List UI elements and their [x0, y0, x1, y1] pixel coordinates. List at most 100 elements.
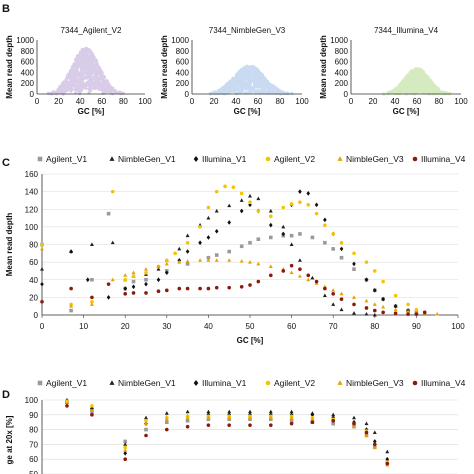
data-point	[381, 296, 385, 302]
data-point	[290, 91, 294, 96]
data-point	[90, 404, 94, 408]
data-point	[289, 263, 294, 268]
legend-label: NimbleGen_V3	[346, 154, 404, 164]
data-point	[339, 240, 344, 245]
data-point	[62, 80, 66, 84]
data-point	[225, 86, 229, 90]
x-axis-label: GC [%]	[234, 107, 261, 116]
data-point	[70, 77, 74, 81]
data-point	[254, 84, 258, 88]
data-point	[206, 409, 211, 414]
chart-layer: 7344_Agilent_V20 20 40 60 80 1000200400600800…	[5, 26, 468, 474]
data-point	[268, 415, 273, 420]
data-point	[223, 184, 227, 189]
data-point	[131, 284, 136, 290]
data-point	[339, 255, 344, 260]
data-point	[248, 73, 252, 77]
data-point	[433, 90, 437, 94]
y-tick-label: 0	[185, 90, 190, 99]
x-tick-label: 60	[254, 97, 263, 106]
data-point	[248, 240, 252, 245]
legend-marker	[37, 380, 43, 386]
data-point	[144, 267, 148, 271]
y-tick-label: 200	[176, 79, 190, 88]
data-point	[241, 76, 245, 80]
data-point	[84, 86, 88, 90]
data-point	[106, 295, 111, 300]
data-point	[88, 62, 92, 67]
y-tick-label: 160	[25, 170, 39, 179]
data-point	[70, 87, 74, 91]
data-point	[240, 67, 244, 71]
x-tick-label: 80	[435, 97, 444, 106]
data-point	[284, 91, 288, 95]
data-point	[373, 439, 377, 444]
data-point	[88, 78, 92, 83]
data-point	[352, 261, 356, 267]
data-point	[110, 240, 115, 245]
y-tick-label: 140	[25, 188, 39, 197]
data-point	[414, 70, 418, 74]
data-point	[248, 409, 252, 414]
data-point	[214, 208, 219, 213]
data-point	[419, 68, 423, 72]
data-point	[185, 415, 190, 420]
data-point	[227, 417, 231, 422]
x-tick-label: 90	[412, 322, 421, 331]
data-point	[406, 302, 410, 307]
data-point	[97, 87, 101, 91]
scatter-cloud	[46, 46, 125, 96]
data-point	[75, 58, 79, 63]
x-tick-label: 60	[97, 97, 106, 106]
data-point	[131, 291, 136, 295]
data-point	[206, 215, 211, 220]
data-point	[259, 81, 263, 85]
data-point	[419, 87, 423, 91]
data-point	[164, 411, 169, 415]
data-point	[269, 417, 273, 422]
data-point	[131, 274, 136, 279]
data-point	[206, 258, 211, 262]
data-point	[331, 421, 335, 426]
data-point	[144, 270, 148, 275]
y-tick-label: 800	[176, 47, 190, 56]
data-point	[79, 63, 84, 67]
legend-marker	[109, 380, 115, 385]
data-point	[415, 80, 420, 84]
data-point	[416, 88, 420, 93]
y-tick-label: 0	[34, 311, 39, 320]
data-point	[372, 302, 377, 306]
x-tick-label: 70	[329, 322, 338, 331]
x-tick-label: 20	[121, 322, 130, 331]
data-point	[352, 415, 356, 420]
data-point	[373, 308, 377, 313]
data-point	[206, 417, 211, 422]
data-point	[75, 77, 79, 81]
data-point	[254, 80, 259, 84]
data-point	[229, 84, 233, 89]
data-point	[298, 267, 302, 271]
data-point	[397, 83, 402, 88]
data-point	[406, 82, 411, 86]
y-tick-label: 800	[21, 47, 35, 56]
data-point	[227, 81, 231, 85]
data-point	[424, 82, 429, 86]
data-point	[90, 299, 94, 304]
data-point	[93, 67, 97, 71]
data-point	[256, 73, 260, 77]
legend-marker	[337, 156, 343, 161]
data-point	[402, 84, 406, 88]
legend-label: NimbleGen_V1	[118, 378, 176, 388]
data-point	[310, 417, 315, 421]
y-tick-label: 400	[21, 68, 35, 77]
data-point	[439, 90, 444, 94]
data-point	[306, 277, 311, 282]
data-point	[63, 90, 67, 94]
data-point	[123, 286, 127, 291]
y-tick-label: 70	[29, 440, 38, 449]
data-point	[99, 77, 103, 81]
data-point	[40, 299, 44, 304]
data-point	[372, 430, 377, 434]
x-tick-label: 80	[370, 322, 379, 331]
y-tick-label: 100	[25, 223, 39, 232]
